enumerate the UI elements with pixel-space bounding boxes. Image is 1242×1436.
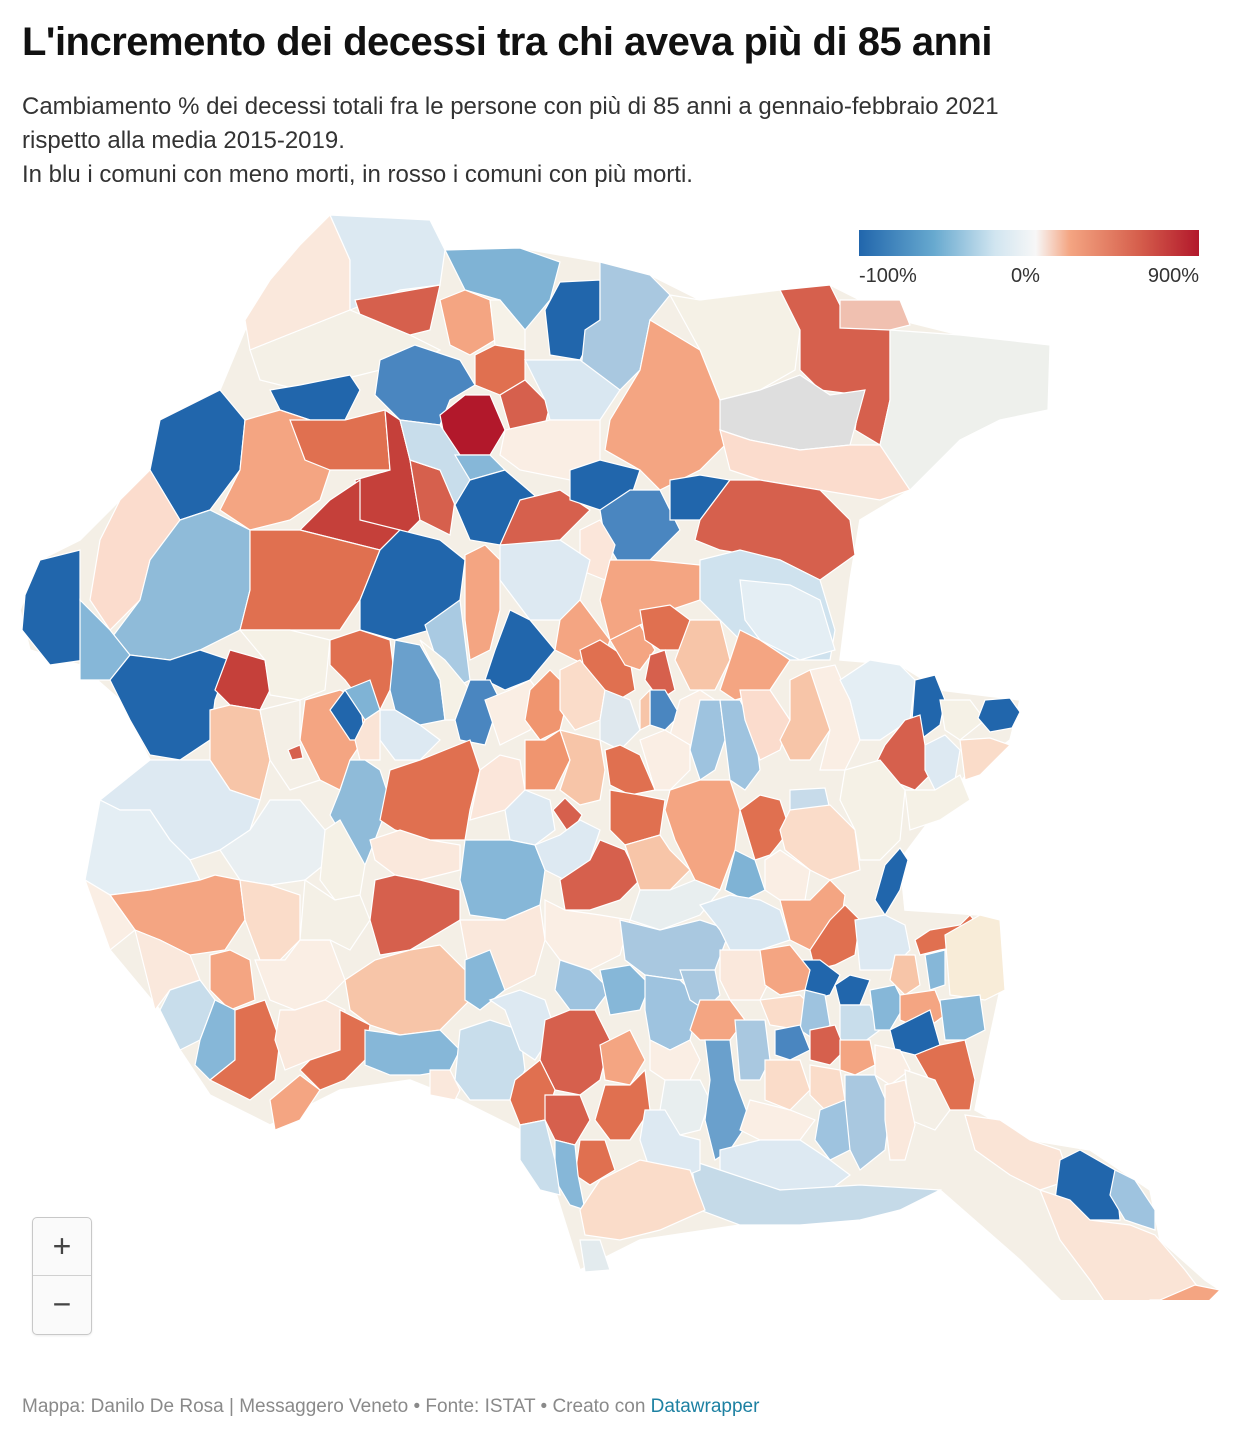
datawrapper-link[interactable]: Datawrapper xyxy=(650,1396,760,1417)
municipality[interactable] xyxy=(879,329,1051,491)
municipality[interactable] xyxy=(689,1159,943,1226)
municipality[interactable] xyxy=(839,759,906,861)
municipality[interactable] xyxy=(839,1004,881,1046)
municipality[interactable] xyxy=(499,379,551,431)
municipality[interactable] xyxy=(939,699,986,741)
municipality[interactable] xyxy=(329,214,446,311)
municipality[interactable] xyxy=(664,779,741,891)
municipality[interactable] xyxy=(299,878,371,951)
municipality[interactable] xyxy=(719,429,911,501)
subtitle-line-1: Cambiamento % dei decessi totali fra le … xyxy=(22,93,999,120)
municipality[interactable] xyxy=(959,737,1012,781)
municipality[interactable] xyxy=(559,729,606,806)
legend-gradient xyxy=(859,230,1199,256)
municipality[interactable] xyxy=(724,849,766,901)
municipality[interactable] xyxy=(489,299,526,351)
footer-credits: Mappa: Danilo De Rosa | Messaggero Venet… xyxy=(22,1396,759,1418)
municipality[interactable] xyxy=(609,624,656,671)
municipality[interactable] xyxy=(21,549,86,666)
municipality[interactable] xyxy=(739,689,791,761)
municipality[interactable] xyxy=(389,639,446,726)
municipality[interactable] xyxy=(1109,1169,1156,1231)
municipality[interactable] xyxy=(1140,1284,1222,1300)
municipality[interactable] xyxy=(889,954,921,996)
municipality[interactable] xyxy=(924,949,946,991)
zoom-out-button[interactable]: − xyxy=(33,1275,91,1333)
municipality[interactable] xyxy=(464,544,501,661)
municipality[interactable] xyxy=(977,697,1021,733)
municipality[interactable] xyxy=(208,999,281,1101)
municipality[interactable] xyxy=(369,874,461,956)
choropleth-map[interactable] xyxy=(0,200,1242,1300)
municipality[interactable] xyxy=(239,879,301,961)
municipality[interactable] xyxy=(599,1029,646,1086)
municipality[interactable] xyxy=(939,994,986,1041)
municipality[interactable] xyxy=(869,984,906,1031)
municipality[interactable] xyxy=(639,688,651,731)
municipality[interactable] xyxy=(259,699,321,791)
municipality[interactable] xyxy=(834,974,871,1006)
municipality[interactable] xyxy=(874,847,909,917)
municipality[interactable] xyxy=(764,1059,811,1111)
municipality[interactable] xyxy=(904,774,971,831)
municipality[interactable] xyxy=(579,1239,611,1273)
municipality[interactable] xyxy=(839,1039,876,1076)
municipality[interactable] xyxy=(544,899,631,971)
municipality[interactable] xyxy=(354,284,441,336)
legend-mid-label: 0% xyxy=(1011,265,1040,287)
subtitle-line-2: rispetto alla media 2015-2019. xyxy=(22,127,345,154)
subtitle-line-3: In blu i comuni con meno morti, in rosso… xyxy=(22,161,693,188)
chart-title: L'incremento dei decessi tra chi aveva p… xyxy=(22,20,993,64)
municipalities xyxy=(21,213,1222,1300)
municipality[interactable] xyxy=(287,744,304,761)
municipality[interactable] xyxy=(109,649,231,761)
municipality[interactable] xyxy=(369,829,461,881)
municipality[interactable] xyxy=(579,1159,706,1241)
municipality[interactable] xyxy=(579,261,671,391)
municipality[interactable] xyxy=(739,579,836,661)
municipality[interactable] xyxy=(944,914,1006,1001)
footer-credit-text: Mappa: Danilo De Rosa | Messaggero Venet… xyxy=(22,1396,651,1417)
municipality[interactable] xyxy=(649,1039,701,1081)
municipality[interactable] xyxy=(674,619,731,691)
zoom-control: + − xyxy=(32,1217,92,1335)
municipality[interactable] xyxy=(839,299,911,331)
municipality[interactable] xyxy=(694,479,856,581)
municipality[interactable] xyxy=(209,949,256,1011)
municipality[interactable] xyxy=(364,1029,461,1076)
legend-max-label: 900% xyxy=(1147,265,1199,287)
zoom-in-button[interactable]: + xyxy=(52,1228,72,1264)
municipality[interactable] xyxy=(239,529,381,631)
municipality[interactable] xyxy=(809,1024,846,1066)
municipality[interactable] xyxy=(379,709,441,761)
municipality[interactable] xyxy=(269,1074,321,1131)
municipality[interactable] xyxy=(774,1024,811,1061)
municipality[interactable] xyxy=(814,1099,851,1161)
municipality[interactable] xyxy=(379,739,481,841)
municipality[interactable] xyxy=(519,1119,561,1196)
municipality[interactable] xyxy=(639,729,691,791)
chart-subtitle: Cambiamento % dei decessi totali fra le … xyxy=(22,90,1222,192)
municipality[interactable] xyxy=(289,409,391,471)
municipality[interactable] xyxy=(429,1069,461,1101)
municipality[interactable] xyxy=(444,247,561,331)
municipality[interactable] xyxy=(374,344,476,426)
municipality[interactable] xyxy=(594,1068,651,1141)
municipality[interactable] xyxy=(238,629,331,701)
municipality[interactable] xyxy=(884,1079,916,1161)
municipality[interactable] xyxy=(484,609,556,691)
municipality[interactable] xyxy=(874,1044,911,1086)
legend-min-label: -100% xyxy=(859,265,917,287)
municipality[interactable] xyxy=(809,664,861,771)
municipality[interactable] xyxy=(354,708,381,761)
municipality[interactable] xyxy=(454,679,501,746)
color-legend: -100% 0% 900% xyxy=(859,230,1201,287)
